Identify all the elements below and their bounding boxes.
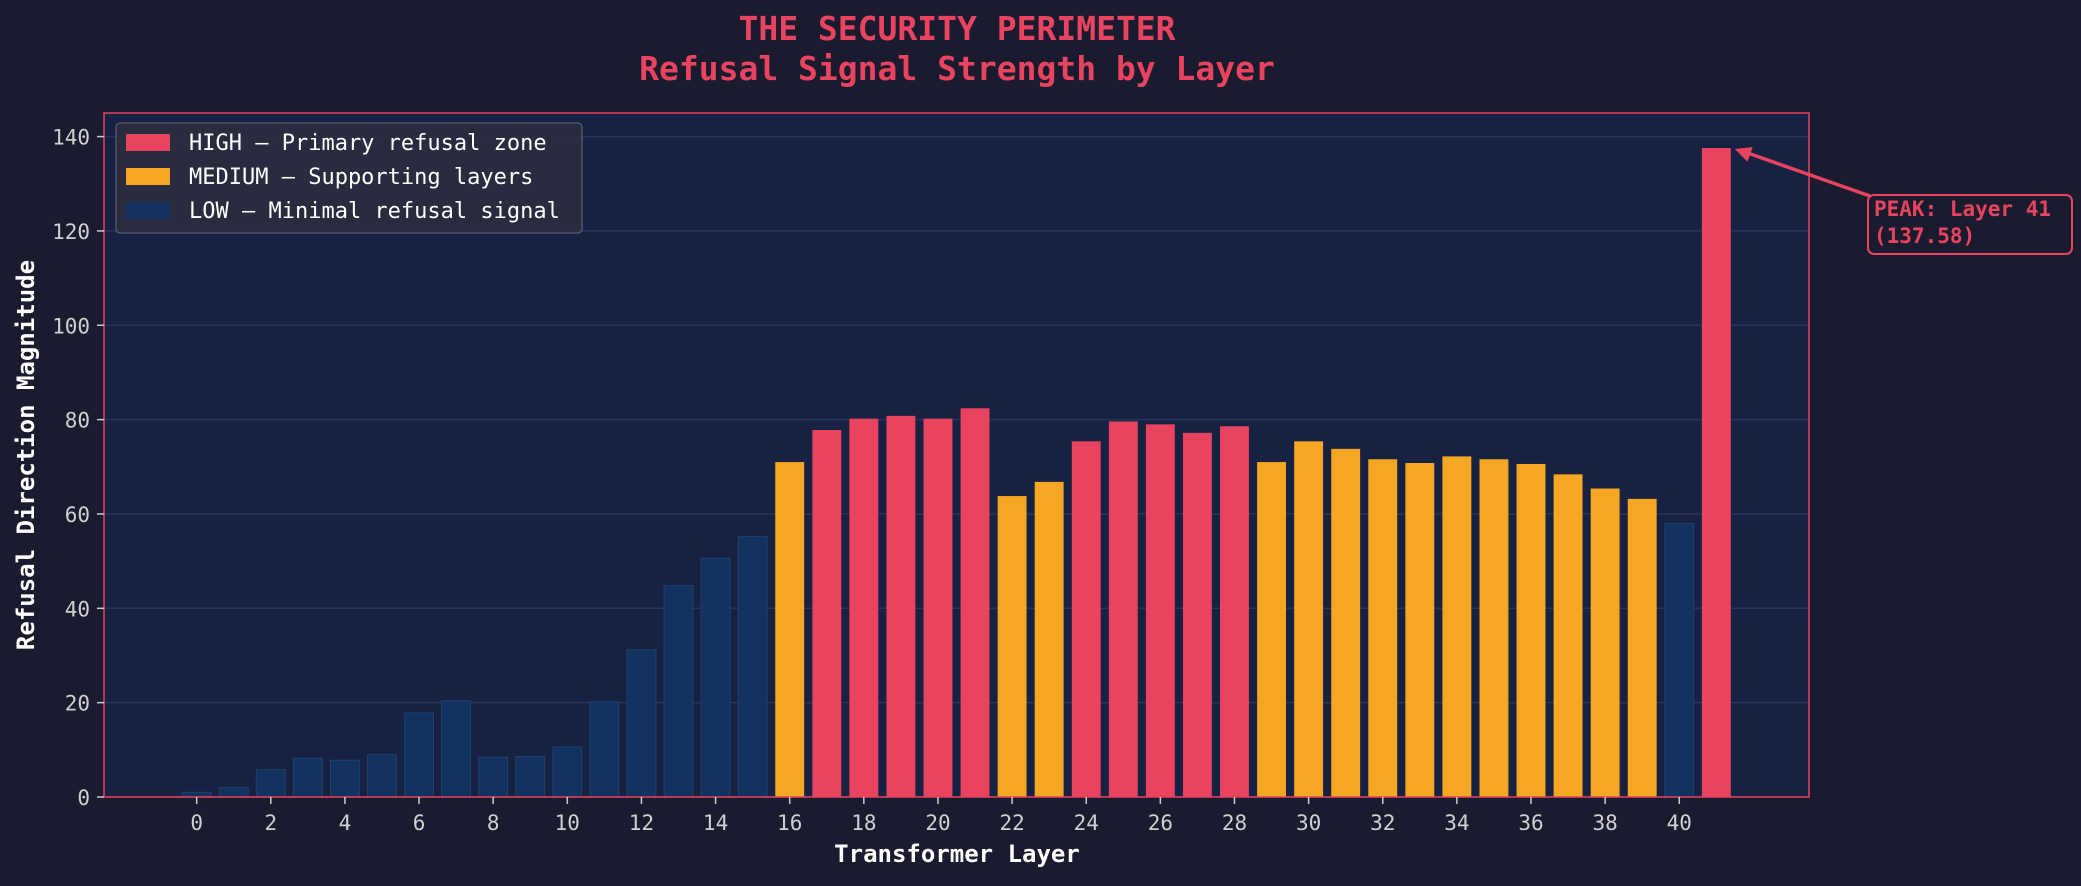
annotation-arrow-line <box>1744 150 1871 198</box>
legend-label-low: LOW — Minimal refusal signal <box>189 199 560 224</box>
bar-layer-22 <box>997 496 1027 797</box>
bar-layer-27 <box>1182 432 1212 797</box>
y-axis-ticks: 0 20 40 60 80 100 120 140 <box>52 126 104 810</box>
bar-layer-5 <box>367 754 397 798</box>
bar-layer-24 <box>1071 441 1101 797</box>
x-tick-label: 2 <box>264 811 277 835</box>
x-tick-label: 30 <box>1296 811 1321 835</box>
bar-layer-26 <box>1145 424 1175 797</box>
x-tick-label: 0 <box>190 811 203 835</box>
bar-layer-1 <box>218 787 249 798</box>
y-tick-label: 140 <box>52 126 90 150</box>
bar-layer-32 <box>1368 459 1398 797</box>
bar-layer-10 <box>552 746 583 798</box>
bar-layer-38 <box>1590 488 1620 797</box>
legend: HIGH — Primary refusal zone MEDIUM — Supp… <box>115 122 583 234</box>
bars-group <box>181 148 1731 798</box>
peak-annotation: PEAK: Layer 41 (137.58) <box>1734 146 2073 255</box>
bar-layer-13 <box>663 585 694 798</box>
y-tick-label: 120 <box>52 220 90 244</box>
bar-layer-33 <box>1405 463 1435 797</box>
bar-layer-37 <box>1553 474 1583 797</box>
x-tick-label: 40 <box>1667 811 1692 835</box>
x-tick-label: 14 <box>703 811 728 835</box>
x-tick-label: 6 <box>413 811 426 835</box>
chart-title: THE SECURITY PERIMETER <box>738 9 1175 48</box>
bar-layer-19 <box>886 415 916 797</box>
y-tick-label: 100 <box>52 314 90 338</box>
bar-layer-35 <box>1479 459 1509 797</box>
x-tick-label: 38 <box>1592 811 1617 835</box>
legend-swatch-low <box>126 202 170 219</box>
bar-layer-4 <box>329 759 360 798</box>
bar-layer-30 <box>1294 441 1324 797</box>
bar-layer-16 <box>775 462 805 797</box>
bar-layer-17 <box>812 429 842 797</box>
plot-frame <box>103 112 1810 798</box>
bar-layer-7 <box>441 700 472 798</box>
x-tick-label: 34 <box>1444 811 1469 835</box>
x-tick-label: 12 <box>629 811 654 835</box>
y-axis-label: Refusal Direction Magnitude <box>12 260 40 650</box>
bar-layer-34 <box>1442 456 1472 797</box>
bar-layer-39 <box>1627 498 1657 797</box>
x-tick-label: 22 <box>999 811 1024 835</box>
grid-lines <box>104 135 1809 704</box>
x-tick-label: 4 <box>339 811 352 835</box>
bar-layer-9 <box>515 755 546 798</box>
annotation-arrow-head <box>1734 146 1753 162</box>
bar-layer-41 <box>1701 148 1731 797</box>
y-tick-label: 60 <box>65 503 90 527</box>
y-tick-label: 20 <box>65 692 90 716</box>
bar-layer-20 <box>923 418 953 797</box>
bar-layer-29 <box>1257 462 1287 797</box>
bar-layer-3 <box>292 757 323 798</box>
bar-layer-31 <box>1331 448 1361 797</box>
x-tick-label: 24 <box>1074 811 1099 835</box>
x-tick-label: 32 <box>1370 811 1395 835</box>
bar-layer-11 <box>589 701 620 798</box>
bar-layer-2 <box>255 769 286 798</box>
bar-layer-40 <box>1664 522 1695 798</box>
bar-layer-23 <box>1034 481 1064 797</box>
x-tick-label: 20 <box>925 811 950 835</box>
bar-layer-14 <box>700 557 731 798</box>
bar-layer-18 <box>849 418 879 797</box>
y-tick-label: 80 <box>65 409 90 433</box>
legend-swatch-high <box>126 134 170 151</box>
x-tick-label: 10 <box>555 811 580 835</box>
bar-layer-25 <box>1108 421 1138 797</box>
bar-layer-6 <box>404 712 435 798</box>
legend-label-high: HIGH — Primary refusal zone <box>189 131 547 156</box>
x-tick-label: 16 <box>777 811 802 835</box>
legend-swatch-medium <box>126 168 170 185</box>
annotation-line-2: (137.58) <box>1874 224 1975 248</box>
y-tick-label: 0 <box>77 786 90 810</box>
x-tick-label: 26 <box>1148 811 1173 835</box>
bar-layer-21 <box>960 408 990 797</box>
x-tick-label: 28 <box>1222 811 1247 835</box>
bar-layer-8 <box>478 756 509 798</box>
bar-layer-36 <box>1516 463 1546 797</box>
annotation-box <box>1867 194 2073 255</box>
x-axis-ticks: 0 2 4 6 8 10 12 14 16 18 20 22 24 26 28 30 32 34 36 38 40 <box>190 797 1692 835</box>
legend-box <box>115 122 583 234</box>
bar-layer-28 <box>1220 426 1249 797</box>
annotation-line-1: PEAK: Layer 41 <box>1874 197 2051 221</box>
y-tick-label: 40 <box>65 597 90 621</box>
legend-label-medium: MEDIUM — Supporting layers <box>189 165 533 190</box>
x-axis-label: Transformer Layer <box>834 840 1080 868</box>
x-tick-label: 36 <box>1518 811 1543 835</box>
x-tick-label: 8 <box>487 811 500 835</box>
x-tick-label: 18 <box>851 811 876 835</box>
chart-subtitle: Refusal Signal Strength by Layer <box>639 49 1275 88</box>
bar-layer-12 <box>626 649 657 798</box>
bar-layer-15 <box>737 536 768 798</box>
